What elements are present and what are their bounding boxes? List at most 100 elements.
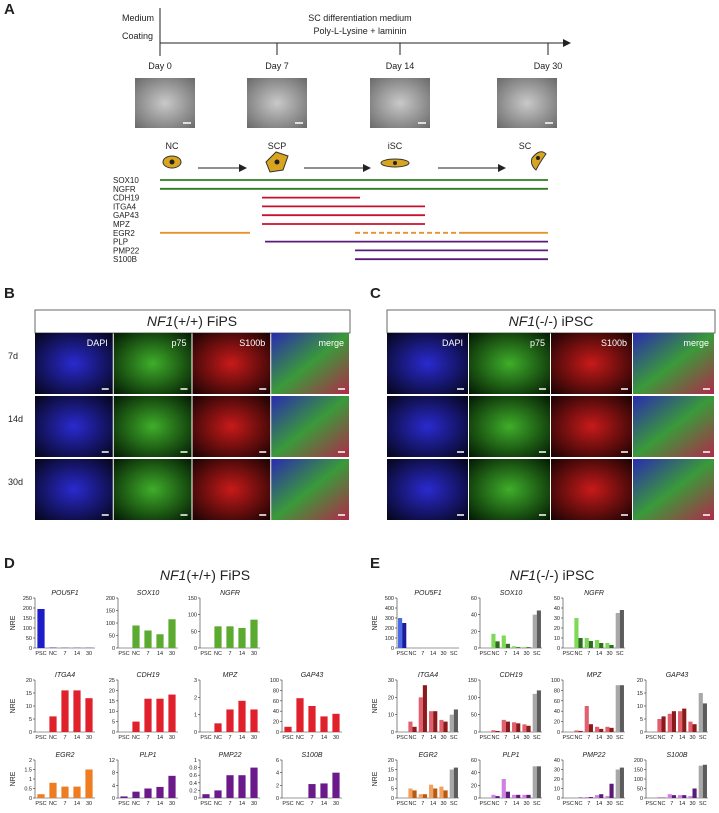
bar	[49, 782, 57, 798]
y-tick-label: 15	[26, 691, 32, 697]
x-tick-label: 7	[587, 651, 590, 657]
chart-title: ITGA4	[418, 672, 438, 679]
x-tick-label: 14	[513, 801, 519, 807]
bar	[615, 685, 620, 732]
y-tick-label: 100	[106, 621, 115, 627]
bar	[692, 724, 697, 732]
y-tick-label: 0	[640, 730, 643, 736]
y-tick-label: 60	[554, 699, 560, 705]
medium-label: Medium	[122, 13, 154, 23]
row-label: 30d	[8, 477, 23, 487]
x-tick-label: PSC	[563, 735, 574, 741]
day-label: Day 0	[148, 61, 172, 71]
x-tick-label: NC	[409, 735, 417, 741]
channel-label: S100b	[601, 338, 627, 348]
bar	[609, 645, 614, 648]
x-tick-label: PSC	[397, 801, 408, 807]
chart-title: NGFR	[584, 590, 604, 597]
bar	[584, 706, 589, 732]
x-tick-label: NC	[214, 651, 222, 657]
x-tick-label: 30	[86, 651, 92, 657]
bar	[657, 719, 662, 732]
y-tick-label: 6	[276, 758, 279, 764]
x-tick-label: NC	[296, 801, 304, 807]
bar	[574, 618, 579, 648]
y-tick-label: 20	[554, 777, 560, 783]
bar	[522, 794, 527, 798]
chart-title: NGFR	[220, 590, 240, 597]
x-tick-label: PSC	[646, 735, 657, 741]
x-tick-label: 14	[430, 801, 436, 807]
y-tick-label: 100	[188, 613, 197, 619]
y-tick-label: 0.6	[189, 773, 197, 779]
bar	[667, 794, 672, 798]
bar	[308, 706, 316, 732]
bar	[526, 794, 531, 798]
y-tick-label: 8	[112, 771, 115, 777]
bar	[574, 730, 579, 732]
x-tick-label: PSC	[282, 801, 293, 807]
bar	[156, 634, 164, 648]
x-tick-label: 7	[310, 801, 313, 807]
x-tick-label: PSC	[480, 651, 491, 657]
x-tick-label: 30	[86, 801, 92, 807]
y-tick-label: 50	[554, 596, 560, 602]
y-axis-label: NRE	[10, 771, 17, 786]
bar	[402, 623, 407, 648]
bar	[671, 795, 676, 798]
bar	[202, 794, 210, 798]
bar	[439, 719, 444, 732]
micrograph	[387, 459, 468, 520]
x-tick-label: 14	[596, 801, 602, 807]
x-tick-label: 30	[440, 735, 446, 741]
x-tick-label: 30	[333, 735, 339, 741]
x-tick-label: 7	[504, 801, 507, 807]
bar	[250, 767, 258, 798]
y-tick-label: 0	[557, 730, 560, 736]
panel-label: D	[4, 555, 15, 572]
y-tick-label: 20	[388, 758, 394, 764]
x-tick-label: PSC	[480, 735, 491, 741]
micrograph	[192, 459, 271, 520]
x-tick-label: PSC	[35, 735, 46, 741]
bar	[512, 722, 517, 732]
y-tick-label: 0	[112, 646, 115, 652]
y-tick-label: 80	[273, 688, 279, 694]
x-tick-label: SC	[699, 801, 707, 807]
bar	[501, 779, 506, 798]
bar	[132, 791, 140, 798]
y-tick-label: 100	[270, 678, 279, 684]
bar	[578, 638, 583, 648]
bar	[144, 630, 152, 648]
bar	[491, 633, 496, 648]
x-tick-label: 7	[146, 735, 149, 741]
x-tick-label: SC	[533, 651, 541, 657]
y-tick-label: 0	[391, 730, 394, 736]
y-tick-label: 50	[191, 629, 197, 635]
bar	[214, 790, 222, 798]
bar	[584, 638, 589, 648]
bar	[296, 698, 304, 732]
bar	[495, 641, 500, 648]
bar	[595, 726, 600, 732]
x-tick-label: PSC	[397, 735, 408, 741]
bar	[120, 796, 128, 798]
x-tick-label: PSC	[563, 801, 574, 807]
x-tick-label: 14	[596, 735, 602, 741]
x-tick-label: NC	[658, 801, 666, 807]
marker-label: NGFR	[113, 185, 136, 194]
bar	[168, 694, 176, 732]
bar	[144, 698, 152, 732]
chart-title: CDH19	[137, 672, 160, 679]
micrograph	[192, 333, 271, 394]
chart-title: S100B	[666, 752, 687, 759]
y-tick-label: 150	[23, 616, 32, 622]
y-tick-label: 25	[109, 678, 115, 684]
x-tick-label: 30	[333, 801, 339, 807]
bar	[443, 721, 448, 732]
x-tick-label: NC	[49, 651, 57, 657]
x-tick-label: 7	[421, 651, 424, 657]
micrograph	[387, 333, 468, 394]
x-tick-label: NC	[658, 735, 666, 741]
x-tick-label: 30	[440, 651, 446, 657]
